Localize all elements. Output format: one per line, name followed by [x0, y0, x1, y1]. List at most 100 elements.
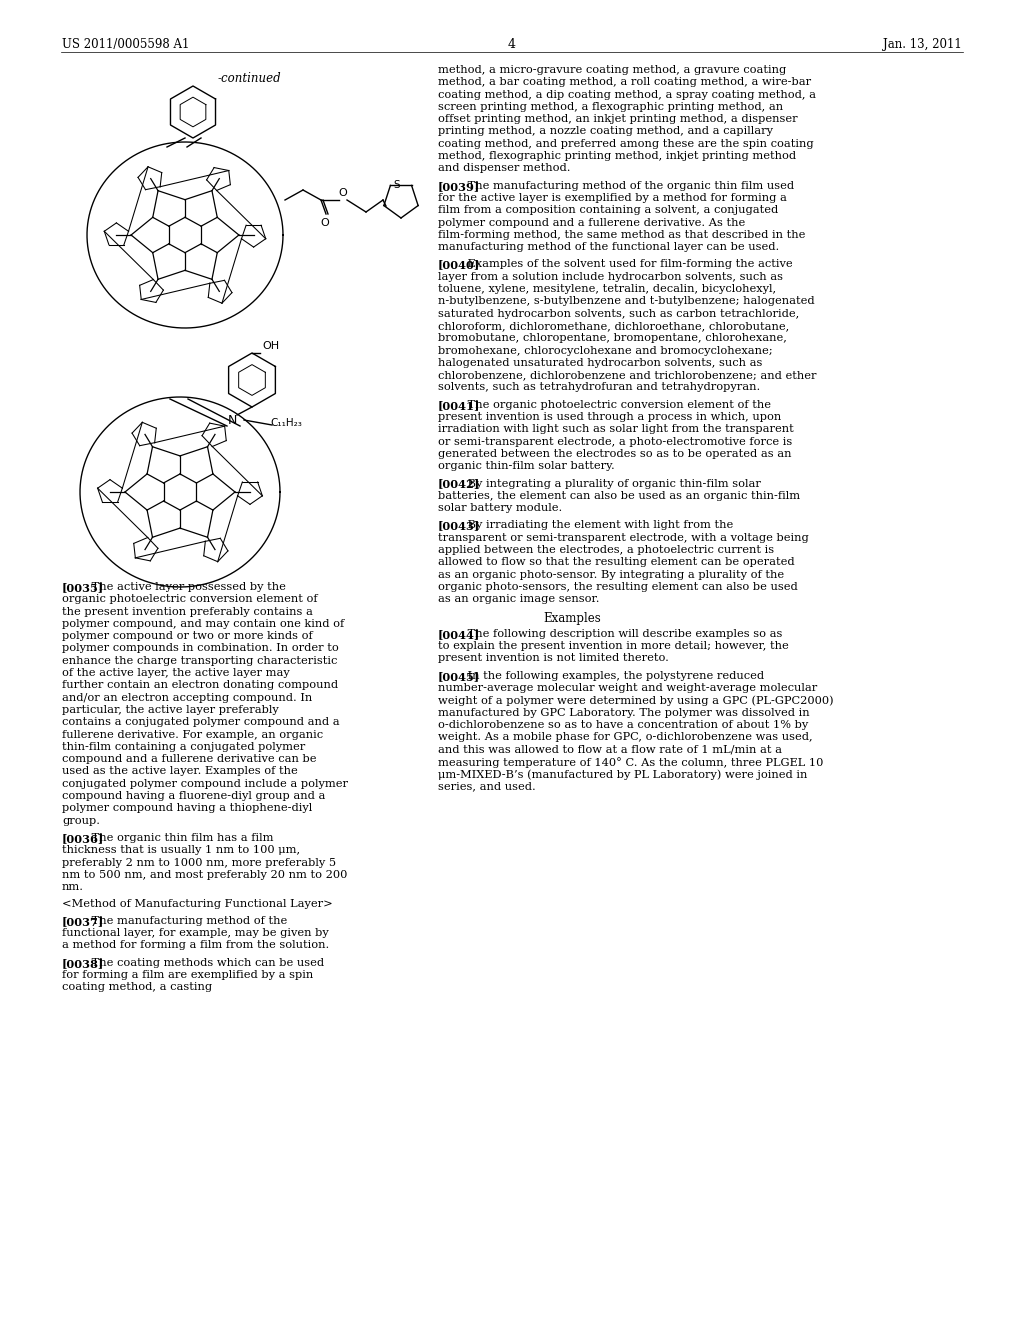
Text: for the active layer is exemplified by a method for forming a: for the active layer is exemplified by a… — [438, 193, 786, 203]
Text: In the following examples, the polystyrene reduced: In the following examples, the polystyre… — [464, 671, 764, 681]
Text: solar battery module.: solar battery module. — [438, 503, 562, 513]
Text: present invention is not limited thereto.: present invention is not limited thereto… — [438, 653, 669, 664]
Text: the present invention preferably contains a: the present invention preferably contain… — [62, 607, 313, 616]
Text: By integrating a plurality of organic thin-film solar: By integrating a plurality of organic th… — [464, 479, 761, 488]
Text: Jan. 13, 2011: Jan. 13, 2011 — [884, 38, 962, 51]
Text: irradiation with light such as solar light from the transparent: irradiation with light such as solar lig… — [438, 425, 794, 434]
Text: and/or an electron accepting compound. In: and/or an electron accepting compound. I… — [62, 693, 312, 702]
Text: offset printing method, an inkjet printing method, a dispenser: offset printing method, an inkjet printi… — [438, 115, 798, 124]
Text: polymer compound having a thiophene-diyl: polymer compound having a thiophene-diyl — [62, 804, 312, 813]
Text: used as the active layer. Examples of the: used as the active layer. Examples of th… — [62, 767, 298, 776]
Text: solvents, such as tetrahydrofuran and tetrahydropyran.: solvents, such as tetrahydrofuran and te… — [438, 383, 760, 392]
Text: film from a composition containing a solvent, a conjugated: film from a composition containing a sol… — [438, 206, 778, 215]
Text: coating method, a casting: coating method, a casting — [62, 982, 212, 993]
Text: manufactured by GPC Laboratory. The polymer was dissolved in: manufactured by GPC Laboratory. The poly… — [438, 708, 810, 718]
Text: and this was allowed to flow at a flow rate of 1 mL/min at a: and this was allowed to flow at a flow r… — [438, 744, 782, 755]
Text: enhance the charge transporting characteristic: enhance the charge transporting characte… — [62, 656, 337, 665]
Text: organic photoelectric conversion element of: organic photoelectric conversion element… — [62, 594, 317, 605]
Text: Examples: Examples — [544, 611, 601, 624]
Text: method, flexographic printing method, inkjet printing method: method, flexographic printing method, in… — [438, 150, 796, 161]
Text: [0037]: [0037] — [62, 916, 104, 927]
Text: The following description will describe examples so as: The following description will describe … — [464, 628, 782, 639]
Text: applied between the electrodes, a photoelectric current is: applied between the electrodes, a photoe… — [438, 545, 774, 556]
Text: organic photo-sensors, the resulting element can also be used: organic photo-sensors, the resulting ele… — [438, 582, 798, 591]
Text: particular, the active layer preferably: particular, the active layer preferably — [62, 705, 279, 715]
Text: layer from a solution include hydrocarbon solvents, such as: layer from a solution include hydrocarbo… — [438, 272, 783, 281]
Text: C₁₁H₂₃: C₁₁H₂₃ — [270, 418, 302, 428]
Text: The coating methods which can be used: The coating methods which can be used — [88, 958, 324, 968]
Text: o-dichlorobenzene so as to have a concentration of about 1% by: o-dichlorobenzene so as to have a concen… — [438, 719, 808, 730]
Text: nm.: nm. — [62, 882, 84, 892]
Text: nm to 500 nm, and most preferably 20 nm to 200: nm to 500 nm, and most preferably 20 nm … — [62, 870, 347, 880]
Text: contains a conjugated polymer compound and a: contains a conjugated polymer compound a… — [62, 717, 340, 727]
Text: generated between the electrodes so as to be operated as an: generated between the electrodes so as t… — [438, 449, 792, 459]
Text: [0044]: [0044] — [438, 628, 480, 640]
Text: conjugated polymer compound include a polymer: conjugated polymer compound include a po… — [62, 779, 348, 789]
Text: 4: 4 — [508, 38, 516, 51]
Text: measuring temperature of 140° C. As the column, three PLGEL 10: measuring temperature of 140° C. As the … — [438, 756, 823, 768]
Text: The manufacturing method of the: The manufacturing method of the — [88, 916, 287, 925]
Text: [0040]: [0040] — [438, 260, 480, 271]
Text: present invention is used through a process in which, upon: present invention is used through a proc… — [438, 412, 781, 422]
Text: n-butylbenzene, s-butylbenzene and t-butylbenzene; halogenated: n-butylbenzene, s-butylbenzene and t-but… — [438, 297, 815, 306]
Text: saturated hydrocarbon solvents, such as carbon tetrachloride,: saturated hydrocarbon solvents, such as … — [438, 309, 800, 318]
Text: bromobutane, chloropentane, bromopentane, chlorohexane,: bromobutane, chloropentane, bromopentane… — [438, 333, 786, 343]
Text: The active layer possessed by the: The active layer possessed by the — [88, 582, 286, 591]
Text: O: O — [338, 187, 347, 198]
Text: method, a micro-gravure coating method, a gravure coating: method, a micro-gravure coating method, … — [438, 65, 786, 75]
Text: N: N — [227, 413, 237, 426]
Text: US 2011/0005598 A1: US 2011/0005598 A1 — [62, 38, 189, 51]
Text: OH: OH — [262, 341, 280, 351]
Text: [0045]: [0045] — [438, 671, 480, 682]
Text: or semi-transparent electrode, a photo-electromotive force is: or semi-transparent electrode, a photo-e… — [438, 437, 793, 446]
Text: for forming a film are exemplified by a spin: for forming a film are exemplified by a … — [62, 970, 313, 979]
Text: number-average molecular weight and weight-average molecular: number-average molecular weight and weig… — [438, 682, 817, 693]
Text: and dispenser method.: and dispenser method. — [438, 164, 570, 173]
Text: The organic thin film has a film: The organic thin film has a film — [88, 833, 273, 843]
Text: [0043]: [0043] — [438, 520, 480, 532]
Text: as an organic photo-sensor. By integrating a plurality of the: as an organic photo-sensor. By integrati… — [438, 570, 784, 579]
Text: further contain an electron donating compound: further contain an electron donating com… — [62, 680, 338, 690]
Text: <Method of Manufacturing Functional Layer>: <Method of Manufacturing Functional Laye… — [62, 899, 333, 909]
Text: compound and a fullerene derivative can be: compound and a fullerene derivative can … — [62, 754, 316, 764]
Text: O: O — [321, 218, 330, 228]
Text: as an organic image sensor.: as an organic image sensor. — [438, 594, 599, 605]
Text: chloroform, dichloromethane, dichloroethane, chlorobutane,: chloroform, dichloromethane, dichloroeth… — [438, 321, 790, 331]
Text: manufacturing method of the functional layer can be used.: manufacturing method of the functional l… — [438, 242, 779, 252]
Text: [0039]: [0039] — [438, 181, 480, 191]
Text: The manufacturing method of the organic thin film used: The manufacturing method of the organic … — [464, 181, 794, 190]
Text: functional layer, for example, may be given by: functional layer, for example, may be gi… — [62, 928, 329, 939]
Text: film-forming method, the same method as that described in the: film-forming method, the same method as … — [438, 230, 805, 240]
Text: [0042]: [0042] — [438, 479, 480, 490]
Text: toluene, xylene, mesitylene, tetralin, decalin, bicyclohexyl,: toluene, xylene, mesitylene, tetralin, d… — [438, 284, 776, 294]
Text: printing method, a nozzle coating method, and a capillary: printing method, a nozzle coating method… — [438, 127, 773, 136]
Text: [0036]: [0036] — [62, 833, 104, 843]
Text: weight. As a mobile phase for GPC, o-dichlorobenzene was used,: weight. As a mobile phase for GPC, o-dic… — [438, 733, 813, 742]
Text: coating method, a dip coating method, a spray coating method, a: coating method, a dip coating method, a … — [438, 90, 816, 99]
Text: coating method, and preferred among these are the spin coating: coating method, and preferred among thes… — [438, 139, 814, 149]
Text: preferably 2 nm to 1000 nm, more preferably 5: preferably 2 nm to 1000 nm, more prefera… — [62, 858, 336, 867]
Text: [0041]: [0041] — [438, 400, 480, 411]
Text: thin-film containing a conjugated polymer: thin-film containing a conjugated polyme… — [62, 742, 305, 752]
Text: polymer compound and a fullerene derivative. As the: polymer compound and a fullerene derivat… — [438, 218, 745, 227]
Text: transparent or semi-transparent electrode, with a voltage being: transparent or semi-transparent electrod… — [438, 533, 809, 543]
Text: The organic photoelectric conversion element of the: The organic photoelectric conversion ele… — [464, 400, 771, 409]
Text: polymer compound or two or more kinds of: polymer compound or two or more kinds of — [62, 631, 312, 642]
Text: weight of a polymer were determined by using a GPC (PL-GPC2000): weight of a polymer were determined by u… — [438, 696, 834, 706]
Text: μm-MIXED-B’s (manufactured by PL Laboratory) were joined in: μm-MIXED-B’s (manufactured by PL Laborat… — [438, 770, 807, 780]
Text: thickness that is usually 1 nm to 100 μm,: thickness that is usually 1 nm to 100 μm… — [62, 845, 300, 855]
Text: to explain the present invention in more detail; however, the: to explain the present invention in more… — [438, 642, 788, 651]
Text: compound having a fluorene-diyl group and a: compound having a fluorene-diyl group an… — [62, 791, 326, 801]
Text: S: S — [393, 180, 400, 190]
Text: method, a bar coating method, a roll coating method, a wire-bar: method, a bar coating method, a roll coa… — [438, 78, 811, 87]
Text: of the active layer, the active layer may: of the active layer, the active layer ma… — [62, 668, 290, 678]
Text: [0035]: [0035] — [62, 582, 104, 593]
Text: series, and used.: series, and used. — [438, 781, 536, 792]
Text: fullerene derivative. For example, an organic: fullerene derivative. For example, an or… — [62, 730, 324, 739]
Text: screen printing method, a flexographic printing method, an: screen printing method, a flexographic p… — [438, 102, 783, 112]
Text: polymer compound, and may contain one kind of: polymer compound, and may contain one ki… — [62, 619, 344, 628]
Text: halogenated unsaturated hydrocarbon solvents, such as: halogenated unsaturated hydrocarbon solv… — [438, 358, 763, 368]
Text: a method for forming a film from the solution.: a method for forming a film from the sol… — [62, 940, 330, 950]
Text: chlorobenzene, dichlorobenzene and trichlorobenzene; and ether: chlorobenzene, dichlorobenzene and trich… — [438, 370, 816, 380]
Text: -continued: -continued — [218, 73, 282, 84]
